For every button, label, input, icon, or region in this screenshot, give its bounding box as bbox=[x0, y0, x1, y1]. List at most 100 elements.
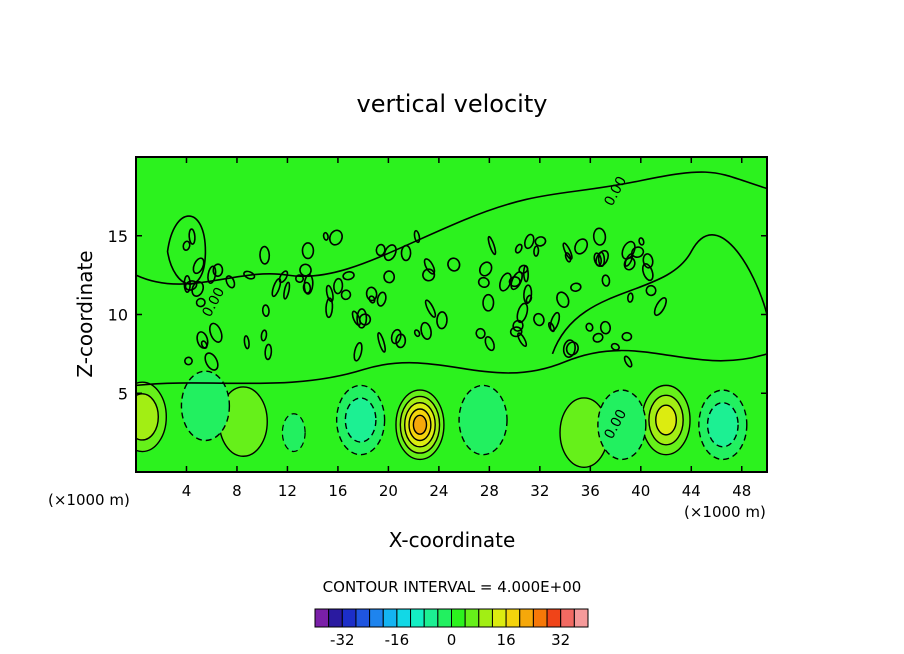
contour-blob bbox=[549, 311, 561, 332]
colorbar-swatch bbox=[519, 608, 534, 628]
contour-blob bbox=[570, 282, 582, 292]
contour-blob bbox=[413, 329, 421, 338]
x-tick-label: 40 bbox=[631, 482, 650, 500]
contour-blob bbox=[328, 229, 343, 246]
contour-blob bbox=[356, 308, 368, 329]
colorbar-swatch bbox=[396, 608, 412, 628]
contour-line bbox=[166, 215, 207, 285]
contour-blob bbox=[623, 355, 633, 368]
contour-blob bbox=[243, 335, 250, 350]
contour-blob bbox=[325, 297, 334, 319]
contour-extremum bbox=[335, 384, 386, 456]
contour-blob bbox=[377, 332, 387, 353]
contour-blob bbox=[261, 304, 270, 317]
contour-band bbox=[344, 397, 377, 443]
contour-band bbox=[597, 389, 647, 461]
contour-blob bbox=[499, 272, 512, 292]
contour-band bbox=[136, 393, 159, 441]
contour-blob bbox=[325, 284, 334, 303]
colorbar-swatch bbox=[478, 608, 493, 628]
contour-blob bbox=[420, 321, 432, 340]
contour-blob bbox=[351, 310, 362, 327]
contour-blob bbox=[390, 328, 402, 345]
contour-band bbox=[412, 414, 428, 435]
contour-band bbox=[180, 370, 231, 442]
x-unit-right: (×1000 m) bbox=[684, 503, 766, 521]
contour-blob bbox=[610, 342, 620, 351]
contour-blob bbox=[225, 275, 236, 289]
colorbar-swatch bbox=[355, 608, 371, 628]
contour-blob bbox=[595, 249, 609, 268]
contour-blob bbox=[585, 322, 594, 332]
contour-blob bbox=[192, 257, 205, 275]
x-tick-label: 16 bbox=[328, 482, 347, 500]
contour-blob bbox=[653, 297, 667, 317]
contour-blob bbox=[475, 327, 486, 339]
contour-blob bbox=[188, 228, 196, 245]
contour-blob bbox=[295, 274, 305, 283]
colorbar-tick-label: -16 bbox=[385, 631, 410, 649]
contour-blob bbox=[574, 238, 589, 255]
contour-blob bbox=[423, 258, 436, 275]
colorbar-swatch bbox=[546, 608, 562, 628]
contour-extremum bbox=[180, 370, 231, 442]
contour-blob bbox=[641, 263, 654, 282]
contour-blob bbox=[376, 291, 387, 307]
chart-title: vertical velocity bbox=[357, 90, 548, 118]
contour-blob bbox=[478, 261, 493, 277]
contour-blob bbox=[260, 329, 268, 342]
contour-blob bbox=[271, 277, 282, 298]
colorbar-tick-label: 16 bbox=[497, 631, 516, 649]
x-tick-label: 20 bbox=[379, 482, 398, 500]
contour-blob bbox=[413, 229, 421, 244]
colorbar-swatch bbox=[314, 608, 330, 628]
contour-blob bbox=[523, 233, 535, 250]
colorbar-swatch bbox=[491, 608, 507, 628]
contour-blob bbox=[623, 257, 636, 271]
colorbar-swatch bbox=[410, 608, 425, 628]
contour-extremum bbox=[281, 413, 306, 453]
x-tick-label: 44 bbox=[682, 482, 701, 500]
x-unit-left: (×1000 m) bbox=[48, 491, 130, 509]
contour-blob bbox=[645, 284, 657, 297]
contour-blob bbox=[303, 274, 314, 295]
contour-blob bbox=[518, 264, 529, 274]
contour-line bbox=[136, 349, 767, 387]
x-tick-label: 36 bbox=[581, 482, 600, 500]
contour-blob bbox=[184, 356, 193, 366]
contour-extremum bbox=[597, 389, 647, 461]
contour-line bbox=[551, 234, 767, 355]
y-tick-label: 5 bbox=[118, 384, 128, 403]
contour-blob bbox=[424, 299, 437, 318]
contour-blob bbox=[597, 251, 606, 267]
contour-blob bbox=[556, 291, 570, 309]
x-axis: 4 8 12 16 20 24 28 32 36 40 44 48 bbox=[182, 157, 751, 500]
contour-blob bbox=[642, 253, 654, 269]
contour-blob bbox=[436, 311, 448, 330]
y-axis: 5 10 15 bbox=[108, 227, 767, 403]
contour-blob bbox=[477, 276, 490, 289]
contour-band bbox=[655, 404, 678, 436]
contour-blob bbox=[621, 331, 633, 342]
contour-blob bbox=[212, 263, 224, 278]
contour-line bbox=[136, 171, 767, 285]
contour-blob bbox=[487, 235, 497, 256]
contour-blob bbox=[564, 252, 572, 263]
contour-blob bbox=[484, 335, 495, 352]
colorbar bbox=[314, 608, 589, 628]
x-axis-label: X-coordinate bbox=[389, 528, 516, 552]
contour-blob bbox=[638, 237, 645, 246]
contour-fill-layer bbox=[136, 370, 748, 468]
contour-blob bbox=[301, 242, 315, 260]
contour-band bbox=[706, 402, 739, 448]
contour-blob bbox=[534, 236, 547, 247]
contour-blob bbox=[533, 312, 545, 327]
colorbar-swatch bbox=[341, 608, 357, 628]
contour-extremum bbox=[136, 381, 167, 453]
contour-blob bbox=[631, 246, 645, 258]
contour-blob bbox=[599, 320, 612, 335]
contour-blob bbox=[516, 302, 529, 324]
contour-blob bbox=[333, 277, 344, 295]
colorbar-swatch bbox=[451, 608, 466, 628]
